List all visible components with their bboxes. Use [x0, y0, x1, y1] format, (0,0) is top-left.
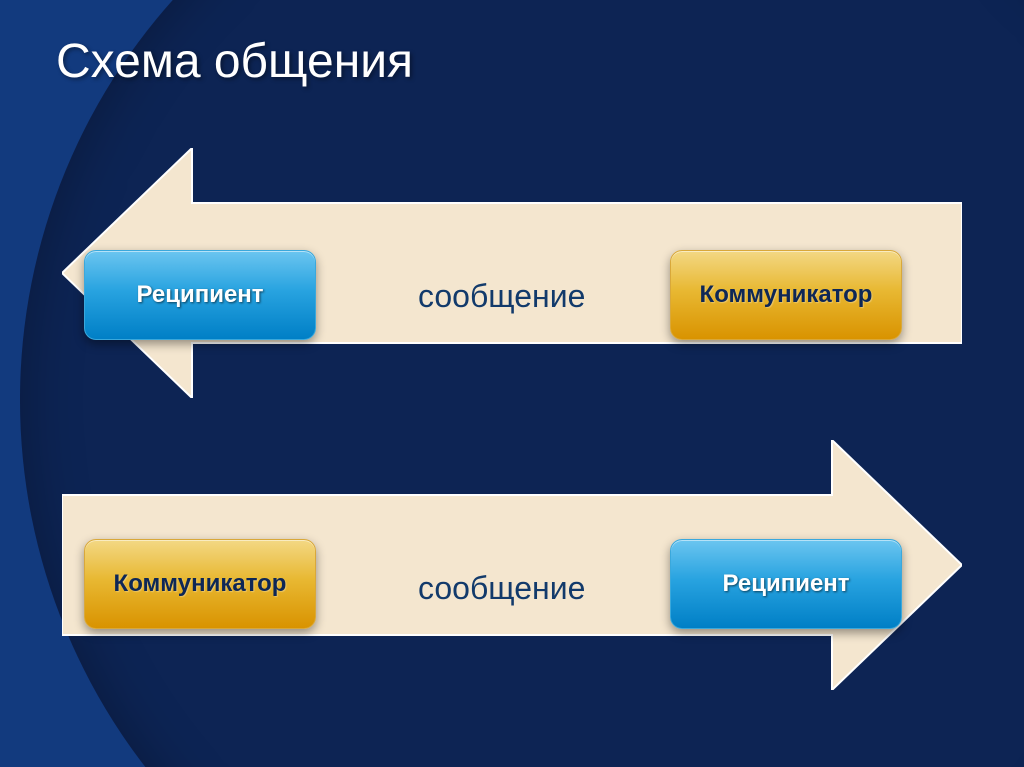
message-label-bottom: сообщение [418, 570, 585, 607]
box-label: Коммуникатор [114, 570, 287, 598]
box-top-recipient: Реципиент [84, 250, 316, 340]
box-top-communicator: Коммуникатор [670, 250, 902, 340]
box-bottom-recipient: Реципиент [670, 539, 902, 629]
box-label: Коммуникатор [700, 281, 873, 309]
box-label: Реципиент [722, 570, 849, 598]
box-bottom-communicator: Коммуникатор [84, 539, 316, 629]
box-label: Реципиент [136, 281, 263, 309]
message-label-top: сообщение [418, 278, 585, 315]
page-title: Схема общения [56, 34, 413, 89]
